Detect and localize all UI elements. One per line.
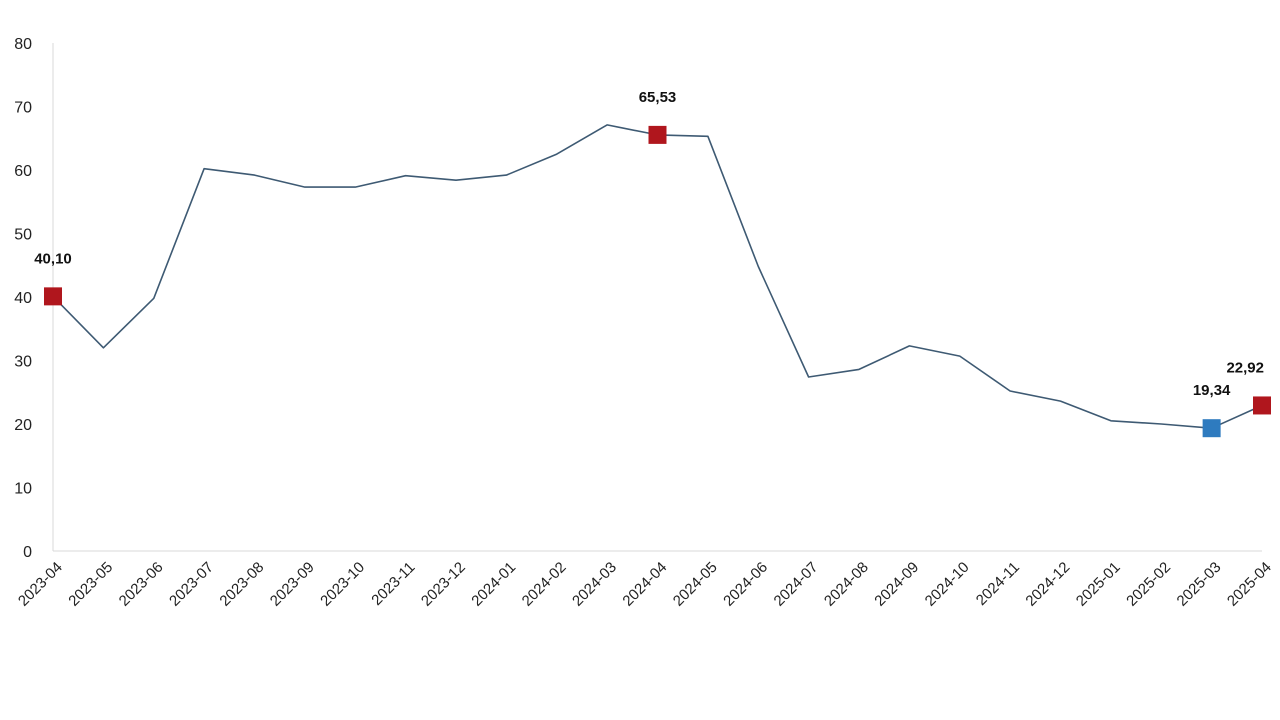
x-tick-label: 2024-12 [1022,559,1073,610]
y-tick-label: 80 [14,36,32,53]
data-label: 65,53 [639,89,677,106]
y-tick-label: 40 [14,290,32,307]
x-tick-label: 2024-02 [519,559,570,610]
x-tick-label: 2023-06 [116,559,167,610]
y-tick-label: 30 [14,354,32,371]
x-tick-label: 2024-10 [922,559,973,610]
x-axis-ticks: 2023-04 2023-05 2023-06 2023-07 2023-08 2023-… [15,559,1275,610]
y-axis-ticks: 0 10 20 30 40 50 60 70 80 [14,36,32,561]
data-point-marker [44,287,62,306]
data-label: 22,92 [1226,359,1264,376]
x-tick-label: 2024-03 [569,559,620,610]
series-group [52,124,1263,430]
x-tick-label: 2025-04 [1224,559,1275,610]
x-tick-label: 2023-08 [216,559,267,610]
data-labels: 40,10 65,53 19,34 22,92 [34,89,1264,399]
y-tick-label: 20 [14,417,32,434]
x-tick-label: 2024-06 [720,559,771,610]
highlight-markers [44,125,1271,438]
x-tick-label: 2024-08 [821,559,872,610]
series-line [52,124,1263,430]
data-label: 40,10 [34,250,72,267]
y-tick-label: 60 [14,163,32,180]
data-label: 19,34 [1193,382,1231,399]
data-point-marker [648,125,667,144]
x-tick-label: 2025-02 [1123,559,1174,610]
x-tick-label: 2023-05 [65,559,116,610]
x-tick-label: 2024-04 [619,559,670,610]
x-tick-label: 2023-11 [368,559,418,609]
data-point-marker [1202,419,1221,438]
x-tick-label: 2023-07 [166,559,217,610]
x-tick-label: 2023-09 [267,559,318,610]
x-tick-label: 2025-03 [1173,559,1224,610]
x-tick-label: 2024-11 [973,559,1023,609]
y-tick-label: 10 [14,481,32,498]
x-tick-label: 2023-12 [418,559,469,610]
data-point-marker [1253,396,1271,415]
y-tick-label: 0 [23,544,32,561]
x-tick-label: 2024-05 [670,559,721,610]
x-tick-label: 2024-07 [770,559,821,610]
x-tick-label: 2025-01 [1073,559,1124,610]
y-tick-label: 50 [14,227,32,244]
x-tick-label: 2023-04 [15,559,66,610]
y-tick-label: 70 [14,100,32,117]
x-tick-label: 2024-09 [871,559,922,610]
x-tick-label: 2023-10 [317,559,368,610]
x-tick-label: 2024-01 [468,559,519,610]
